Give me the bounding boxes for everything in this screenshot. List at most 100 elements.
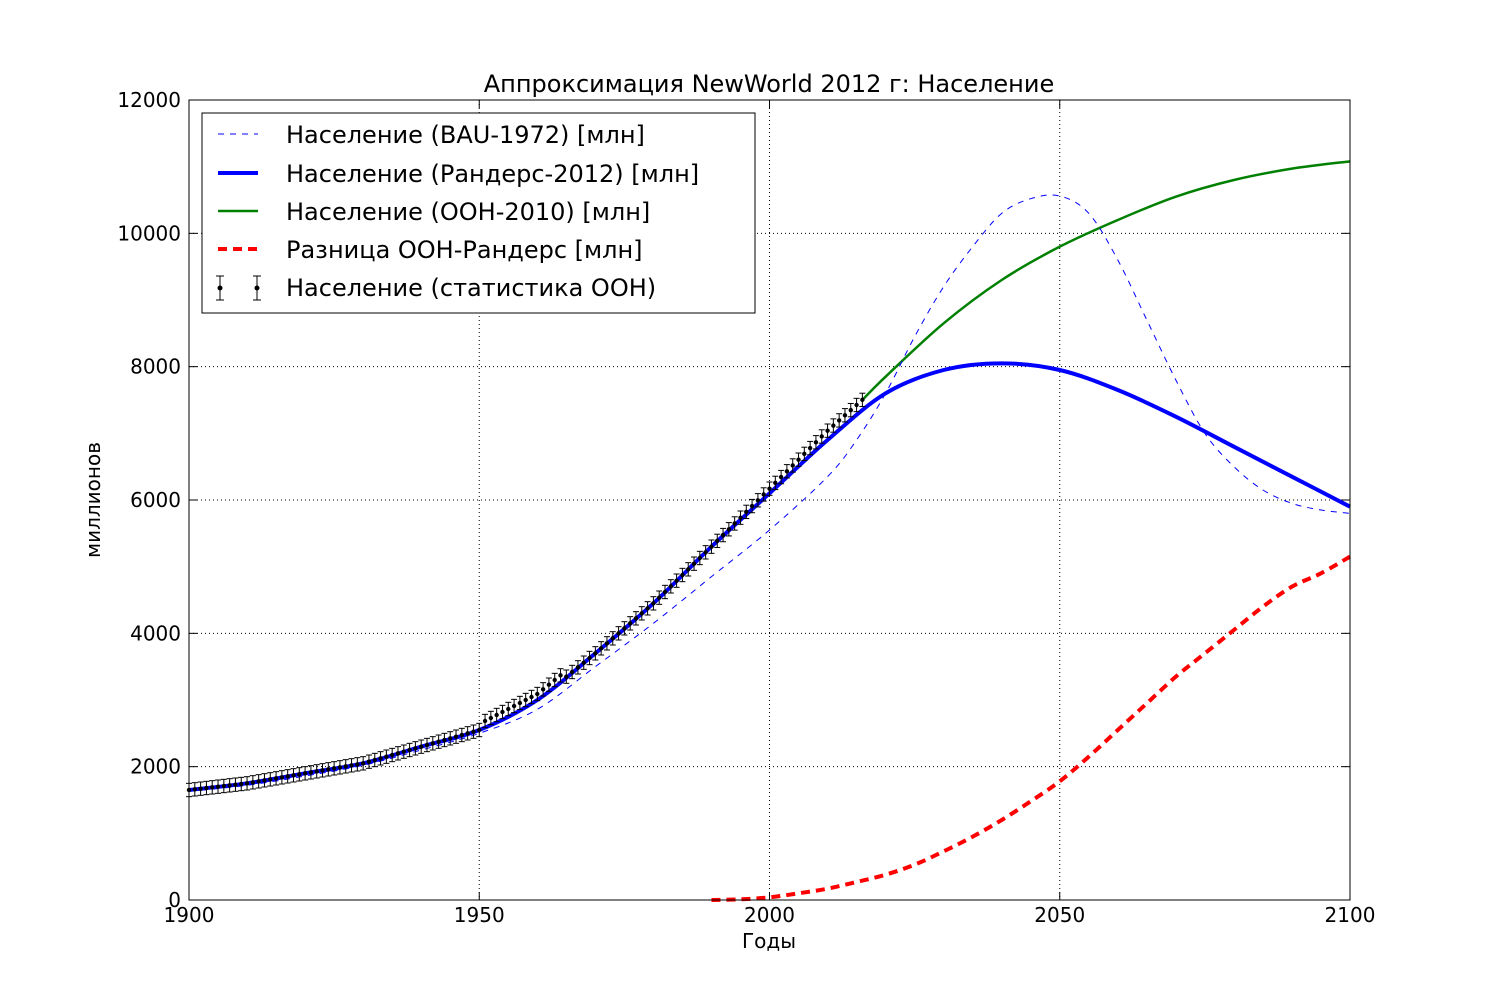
errorbar-point: [406, 742, 413, 758]
y-tick-label: 0: [168, 888, 181, 912]
errorbar-point: [331, 761, 338, 776]
legend-swatch-statistics: [216, 275, 261, 301]
chart-title: Аппроксимация NewWorld 2012 г: Население: [484, 70, 1054, 98]
errorbar-point: [720, 527, 727, 543]
legend: Население (BAU-1972) [млн] Население (Ра…: [201, 112, 756, 314]
errorbar-point: [394, 746, 401, 761]
errorbar-point: [696, 550, 703, 566]
legend-label-bau: Население (BAU-1972) [млн]: [286, 121, 645, 149]
errorbar-point: [273, 771, 280, 786]
grid-lines: [189, 100, 1350, 900]
errorbar-point: [580, 655, 587, 670]
errorbar-point: [760, 487, 767, 502]
series-difference-line: [711, 554, 1351, 902]
errorbar-point: [348, 758, 355, 773]
errorbar-point: [487, 710, 494, 726]
errorbar-point: [638, 606, 645, 621]
errorbar-point: [749, 498, 756, 514]
errorbar-point: [197, 781, 204, 796]
y-tick-label: 6000: [130, 488, 181, 512]
errorbar-point: [598, 641, 605, 656]
errorbar-point: [667, 579, 674, 594]
errorbar-point: [725, 522, 732, 537]
errorbar-point: [830, 418, 837, 433]
errorbar-point: [371, 752, 378, 768]
errorbar-point: [789, 458, 796, 473]
errorbar-point: [615, 626, 622, 641]
errorbar-point: [191, 782, 198, 797]
errorbar-point: [534, 686, 541, 702]
y-axis-label: миллионов: [81, 442, 105, 558]
errorbar-point: [325, 762, 332, 777]
x-tick-label: 2100: [1325, 903, 1376, 927]
errorbar-point: [801, 446, 808, 462]
errorbar-point: [824, 423, 831, 438]
errorbar-point: [783, 464, 790, 479]
errorbar-point: [557, 668, 564, 683]
errorbar-point: [365, 754, 372, 769]
errorbar-point: [389, 747, 396, 763]
legend-label-un2010: Население (ООН-2010) [млн]: [286, 198, 650, 226]
errorbar-point: [249, 775, 256, 790]
x-axis-label: Годы: [742, 929, 796, 953]
errorbar-point: [220, 778, 227, 794]
errorbar-point: [685, 562, 692, 577]
errorbar-point: [354, 757, 361, 772]
errorbar-point: [778, 469, 785, 485]
errorbar-point: [441, 732, 448, 748]
errorbar-point: [290, 768, 297, 783]
errorbar-point: [841, 408, 848, 423]
errorbar-point: [453, 729, 460, 744]
errorbar-point: [215, 779, 222, 794]
errorbar-point: [284, 769, 291, 784]
legend-label-randers: Население (Рандерс-2012) [млн]: [286, 160, 699, 188]
errorbar-point: [702, 545, 709, 560]
errorbar-point: [569, 664, 576, 680]
errorbar-point: [505, 701, 512, 717]
errorbar-point: [743, 504, 750, 520]
errorbar-point: [244, 776, 251, 791]
errorbar-point: [499, 704, 506, 720]
errorbar-point: [708, 539, 715, 554]
errorbar-point: [447, 731, 454, 746]
x-tick-label: 1950: [454, 903, 505, 927]
errorbar-point: [812, 435, 819, 450]
legend-label-statistics: Население (статистика ООН): [286, 274, 656, 302]
y-tick-label: 2000: [130, 755, 181, 779]
errorbar-point: [627, 616, 634, 631]
errorbar-point: [737, 510, 744, 525]
errorbar-point: [691, 556, 698, 571]
errorbar-point: [853, 397, 860, 413]
errorbar-point: [464, 726, 471, 741]
errorbar-point: [267, 772, 274, 787]
y-tick-label: 10000: [117, 221, 181, 245]
errorbar-point: [360, 756, 367, 771]
errorbar-point: [772, 475, 779, 491]
errorbar-point: [644, 601, 651, 616]
errorbar-point: [377, 751, 384, 766]
errorbar-point: [400, 744, 407, 759]
errorbar-point: [435, 734, 442, 749]
errorbar-point: [412, 741, 419, 756]
errorbar-point: [313, 764, 320, 779]
errorbar-point: [522, 692, 529, 708]
series-un-2010-line: [861, 160, 1351, 401]
legend-box: [201, 112, 756, 314]
errorbar-point: [731, 516, 738, 531]
errorbar-point: [603, 636, 610, 651]
errorbar-point: [551, 672, 558, 688]
errorbar-point: [609, 631, 616, 646]
errorbar-point: [296, 767, 303, 782]
errorbar-point: [493, 707, 500, 723]
errorbar-point: [424, 737, 431, 753]
errorbar-point: [650, 596, 657, 611]
errorbar-point: [209, 780, 216, 795]
errorbar-point: [336, 760, 343, 775]
series-bau-1972-line: [188, 194, 1351, 792]
errorbar-point: [632, 611, 639, 626]
errorbar-point: [516, 695, 523, 711]
errorbar-point: [673, 573, 680, 588]
errorbar-point: [476, 722, 483, 738]
errorbar-point: [545, 677, 552, 692]
